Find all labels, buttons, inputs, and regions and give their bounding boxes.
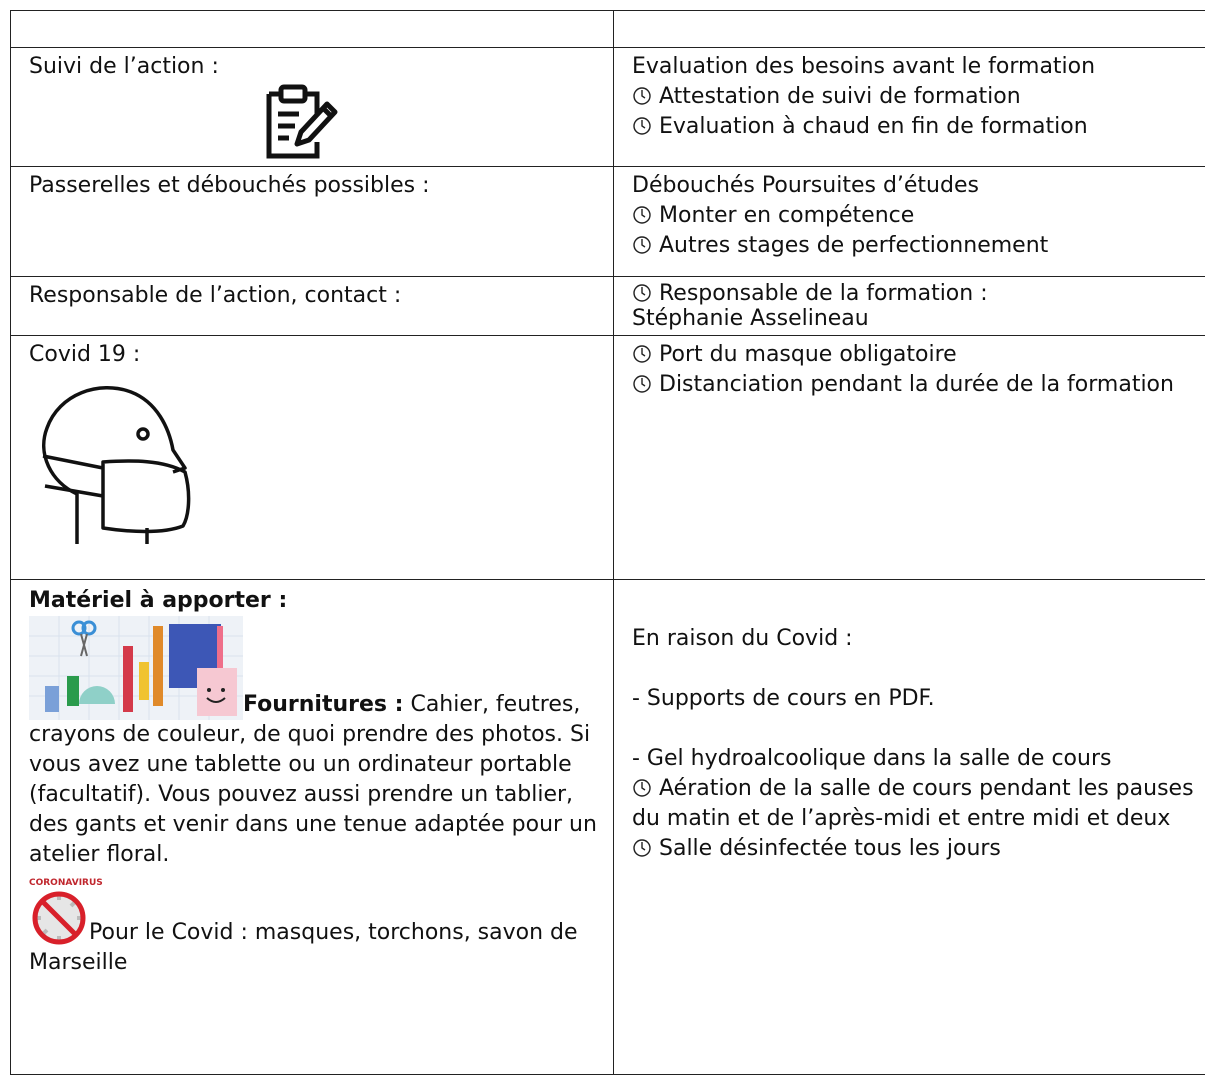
text: Responsable de la formation : [659,281,988,306]
text: Evaluation à chaud en fin de formation [659,114,1088,139]
cell: Passerelles et débouchés possibles : [11,167,614,277]
supplies-image [29,616,243,720]
cell: Responsable de l’action, contact : [11,277,614,336]
cell: Evaluation des besoins avant le formatio… [614,48,1205,167]
clock-icon [632,86,652,106]
row: Matériel à apporter : Fournitures : Cahi… [11,580,1205,1075]
cell: Matériel à apporter : Fournitures : Cahi… [11,580,614,1075]
bullet: Autres stages de perfectionnement [632,231,1205,261]
cell [11,11,614,48]
cell: Suivi de l’action : [11,48,614,167]
cell [614,11,1205,48]
text: - Gel hydroalcoolique dans la salle de c… [632,744,1205,774]
text: Aération de la salle de cours pendant le… [632,776,1194,831]
clock-icon [632,778,652,798]
clock-icon [632,205,652,225]
clipboard-icon [261,84,341,162]
text: Débouchés Poursuites d’études [632,171,1205,201]
clock-icon [632,116,652,136]
row [11,11,1205,48]
heading: Matériel à apporter : [29,586,599,616]
text: Stéphanie Asselineau [632,306,1205,331]
label: Fournitures : [243,692,403,717]
text: Evaluation des besoins avant le formatio… [632,52,1205,82]
cell: Débouchés Poursuites d’études Monter en … [614,167,1205,277]
bullet: Monter en compétence [632,201,1205,231]
clock-icon [632,283,652,303]
text: Pour le Covid : masques, torchons, savon… [29,920,578,975]
cell: Port du masque obligatoire Distanciation… [614,336,1205,580]
clock-icon [632,838,652,858]
label: Passerelles et débouchés possibles : [29,171,599,201]
bullet: Salle désinfectée tous les jours [632,834,1205,864]
clock-icon [632,344,652,364]
label: Responsable de l’action, contact : [29,281,599,311]
text: Port du masque obligatoire [659,342,957,367]
row: Passerelles et débouchés possibles : Déb… [11,167,1205,277]
text: Distanciation pendant la durée de la for… [659,372,1174,397]
text: Monter en compétence [659,203,914,228]
bullet: Attestation de suivi de formation [632,82,1205,112]
label: Covid 19 : [29,340,599,370]
cell: Responsable de la formation : Stéphanie … [614,277,1205,336]
bullet: Aération de la salle de cours pendant le… [632,774,1205,834]
text: En raison du Covid : [632,624,1205,654]
clock-icon [632,235,652,255]
image-caption: CORONAVIRUS [29,878,599,888]
covid-block: Pour le Covid : masques, torchons, savon… [29,888,599,978]
bullet: Responsable de la formation : [632,281,1205,306]
text: - Supports de cours en PDF. [632,684,1205,714]
bullet: Evaluation à chaud en fin de formation [632,112,1205,142]
cell: En raison du Covid : - Supports de cours… [614,580,1205,1075]
text: Autres stages de perfectionnement [659,233,1048,258]
clock-icon [632,374,652,394]
text: Attestation de suivi de formation [659,84,1021,109]
bullet: Distanciation pendant la durée de la for… [632,370,1205,400]
text: Salle désinfectée tous les jours [659,836,1001,861]
bullet: Port du masque obligatoire [632,340,1205,370]
label: Suivi de l’action : [29,52,599,82]
row: Suivi de l’action : Evaluation des besoi… [11,48,1205,167]
info-table: Suivi de l’action : Evaluation des besoi… [10,10,1205,1075]
cell: Covid 19 : [11,336,614,580]
mask-icon [33,376,193,546]
row: Covid 19 : Port du masque obligatoire Di… [11,336,1205,580]
supplies-block: Fournitures : Cahier, feutres, crayons d… [29,616,599,870]
virus-icon [29,888,89,948]
row: Responsable de l’action, contact : Respo… [11,277,1205,336]
